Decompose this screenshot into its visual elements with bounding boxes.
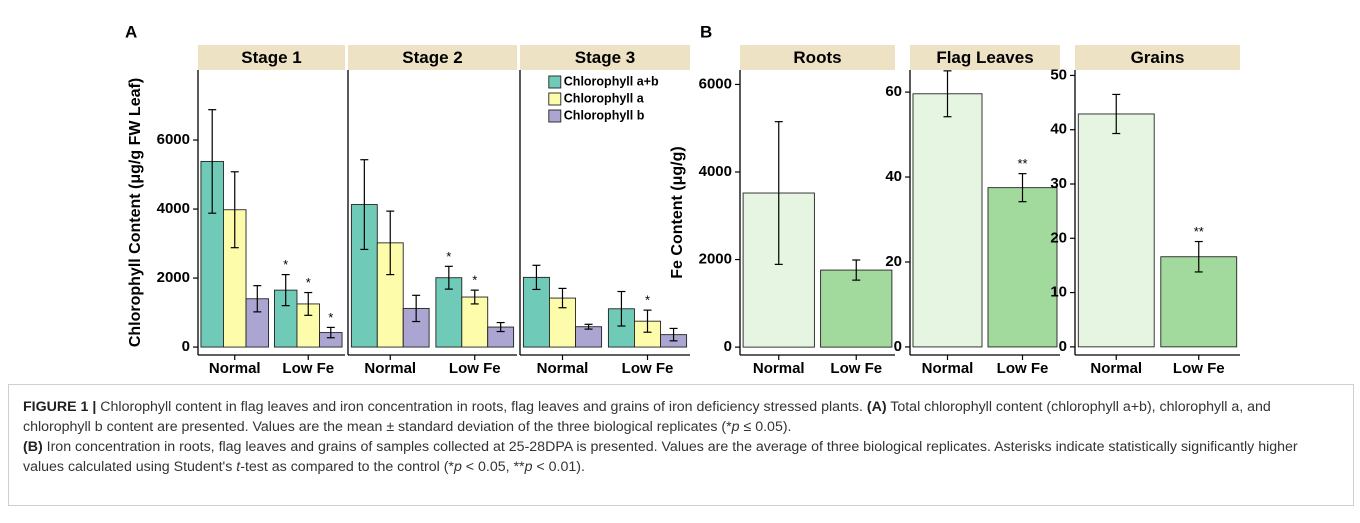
facet-title: Stage 2 <box>402 48 462 67</box>
caption-text: Iron concentration in roots, flag leaves… <box>23 439 1298 475</box>
facet-strip <box>348 45 517 70</box>
y-tick-label: 40 <box>885 168 902 185</box>
caption-text: Chlorophyll content in flag leaves and i… <box>96 399 867 415</box>
legend-swatch <box>548 92 562 106</box>
y-tick-label: 6000 <box>157 131 190 148</box>
significance-label: ** <box>1194 224 1204 239</box>
caption-text: (A) <box>866 399 887 415</box>
y-tick-label: 0 <box>894 338 902 355</box>
y-tick-label: 60 <box>885 83 902 100</box>
y-tick-label: 6000 <box>699 75 732 92</box>
legend-label: Chlorophyll a+b <box>564 74 659 88</box>
y-tick-label: 0 <box>182 338 190 355</box>
legend-label: Chlorophyll a <box>564 91 645 105</box>
facet-title: Grains <box>1131 48 1185 67</box>
panel-label: A <box>125 22 137 41</box>
legend-swatch <box>548 109 562 123</box>
x-tick-label: Normal <box>1090 360 1142 377</box>
figure-caption: FIGURE 1 | Chlorophyll content in flag l… <box>8 384 1354 506</box>
caption-text: p <box>731 419 740 435</box>
legend-label: Chlorophyll b <box>564 108 645 122</box>
bar <box>820 269 893 348</box>
x-tick-label: Low Fe <box>997 360 1049 377</box>
facet-strip <box>740 45 895 70</box>
caption-text: (B) <box>23 439 43 455</box>
y-axis-title: Fe Content (μg/g) <box>669 146 686 278</box>
facet-title: Flag Leaves <box>936 48 1033 67</box>
x-tick-label: Low Fe <box>830 360 882 377</box>
x-tick-label: Normal <box>537 360 589 377</box>
caption-text: < 0.01). <box>532 459 585 475</box>
bar <box>461 296 489 348</box>
significance-label: ** <box>1017 156 1027 171</box>
significance-label: * <box>645 293 650 308</box>
significance-label: * <box>328 310 333 325</box>
y-tick-label: 20 <box>1050 229 1067 246</box>
caption-text: t <box>236 459 241 475</box>
significance-label: * <box>283 257 288 272</box>
bar <box>1077 113 1155 348</box>
bar <box>575 326 603 348</box>
y-tick-label: 50 <box>1050 66 1067 83</box>
significance-label: * <box>306 275 311 290</box>
facet-strip <box>1075 45 1240 70</box>
facet-strip <box>198 45 345 70</box>
bar <box>912 93 983 348</box>
y-tick-label: 0 <box>724 338 732 355</box>
caption-text: < 0.05, ** <box>461 459 525 475</box>
x-tick-label: Normal <box>753 360 805 377</box>
x-tick-label: Low Fe <box>449 360 501 377</box>
x-tick-label: Normal <box>209 360 261 377</box>
facet-title: Stage 1 <box>241 48 301 67</box>
y-tick-label: 4000 <box>157 200 190 217</box>
caption-paragraph: (B) Iron concentration in roots, flag le… <box>23 437 1339 477</box>
y-tick-label: 30 <box>1050 175 1067 192</box>
caption-text: p <box>524 459 533 475</box>
y-tick-label: 0 <box>1059 338 1067 355</box>
caption-paragraph: FIGURE 1 | Chlorophyll content in flag l… <box>23 397 1339 437</box>
y-axis-title: Chlorophyll Content (μg/g FW Leaf) <box>127 78 144 347</box>
significance-label: * <box>472 273 477 288</box>
x-tick-label: Low Fe <box>1173 360 1225 377</box>
x-tick-label: Normal <box>364 360 416 377</box>
y-tick-label: 40 <box>1050 121 1067 138</box>
caption-text: Total chlorophyll content (chlorophyll a… <box>23 399 1271 435</box>
facet-title: Stage 3 <box>575 48 635 67</box>
y-tick-label: 4000 <box>699 163 732 180</box>
y-tick-label: 10 <box>1050 284 1067 301</box>
x-tick-label: Low Fe <box>282 360 334 377</box>
significance-label: * <box>446 249 451 264</box>
y-tick-label: 2000 <box>157 269 190 286</box>
facet-strip <box>520 45 690 70</box>
facet-title: Roots <box>793 48 841 67</box>
caption-text: FIGURE 1 | <box>23 399 97 415</box>
panel-label: B <box>700 22 712 41</box>
bar <box>987 187 1058 348</box>
legend-swatch <box>548 75 562 89</box>
y-tick-label: 20 <box>885 253 902 270</box>
caption-text: p <box>453 459 462 475</box>
x-tick-label: Normal <box>922 360 974 377</box>
y-tick-label: 2000 <box>699 251 732 268</box>
x-tick-label: Low Fe <box>622 360 674 377</box>
caption-text: -test as compared to the control (* <box>240 459 454 475</box>
facet-strip <box>910 45 1060 70</box>
caption-text: ≤ 0.05). <box>739 419 792 435</box>
